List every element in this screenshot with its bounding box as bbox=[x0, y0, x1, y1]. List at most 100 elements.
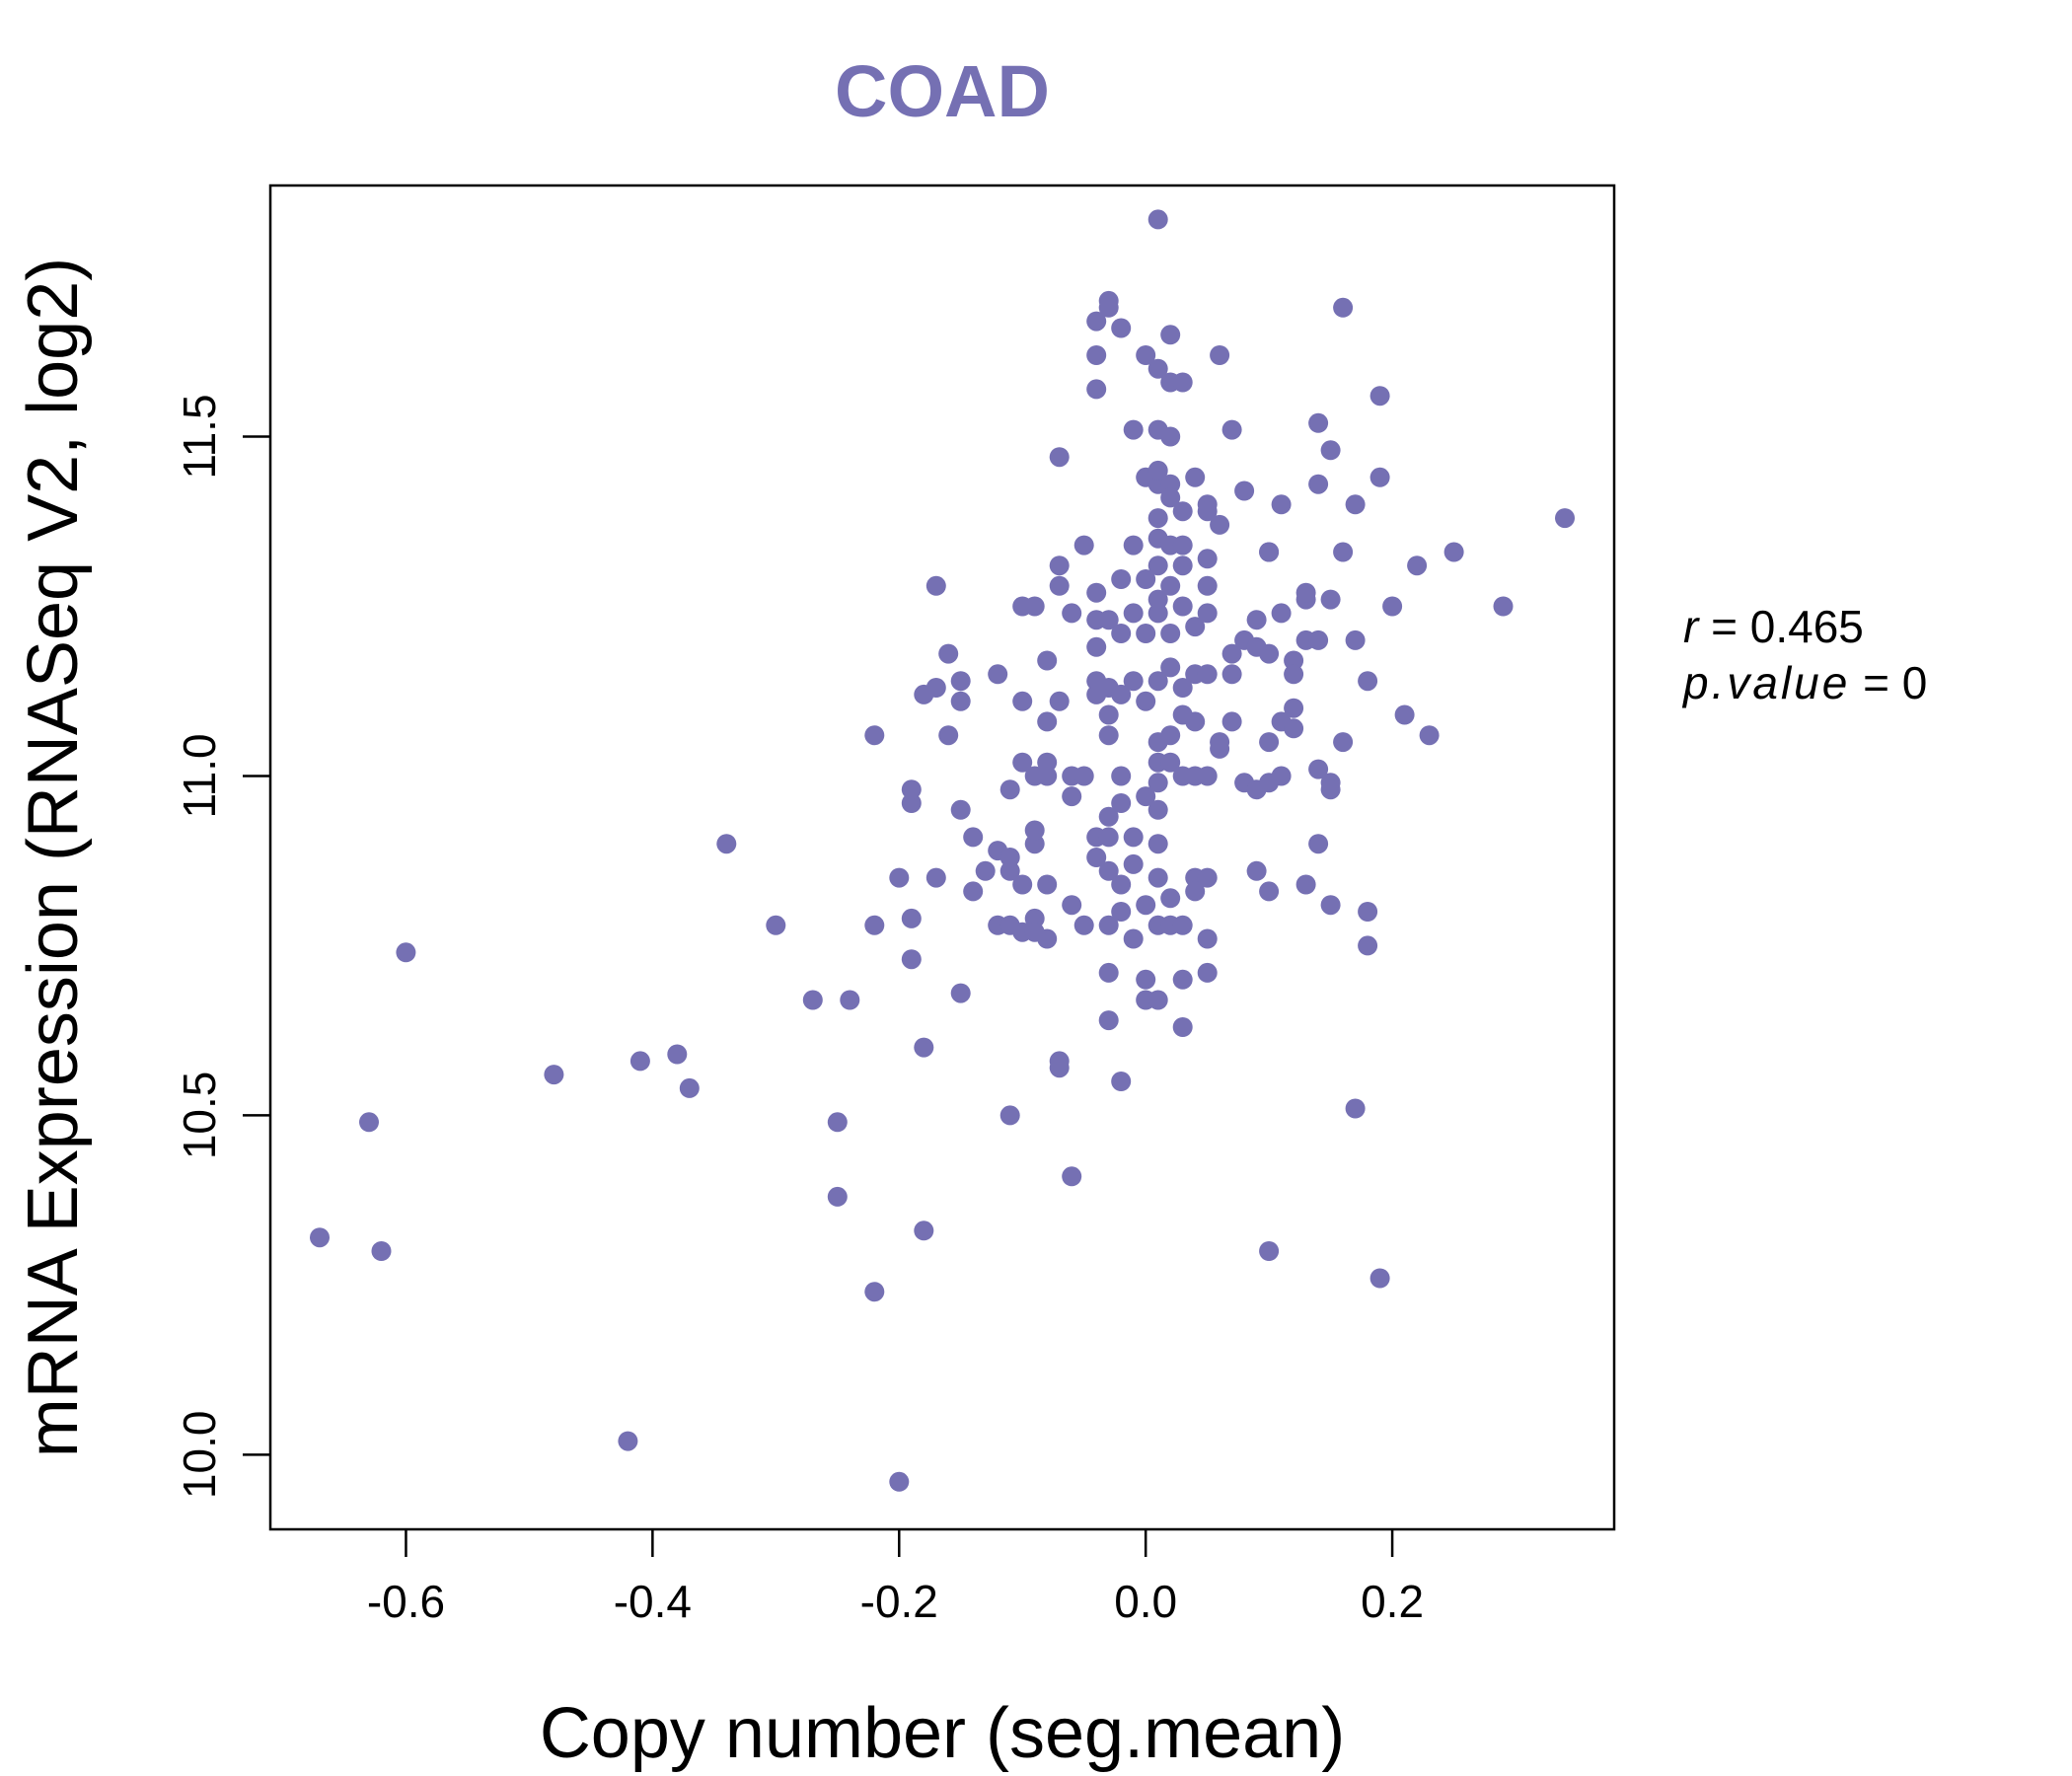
data-point-68 bbox=[1049, 1051, 1070, 1072]
data-point-229 bbox=[1333, 542, 1354, 562]
data-point-238 bbox=[1369, 467, 1390, 487]
data-point-157 bbox=[1172, 501, 1193, 522]
data-point-131 bbox=[1147, 773, 1168, 793]
data-point-99 bbox=[1098, 610, 1119, 630]
y-axis-label: mRNA Expression (RNASeq V2, log2) bbox=[14, 258, 93, 1457]
data-point-35 bbox=[963, 827, 984, 848]
data-point-63 bbox=[1049, 691, 1070, 711]
data-points bbox=[310, 209, 1575, 1492]
data-point-239 bbox=[1369, 386, 1390, 407]
data-point-108 bbox=[1111, 624, 1132, 643]
data-point-55 bbox=[1024, 820, 1045, 841]
data-point-47 bbox=[1012, 691, 1033, 711]
data-point-95 bbox=[1098, 806, 1119, 827]
p-value: 0 bbox=[1902, 657, 1928, 708]
data-point-247 bbox=[1555, 508, 1575, 529]
data-point-102 bbox=[1111, 902, 1132, 922]
data-point-142 bbox=[1147, 508, 1168, 529]
data-point-6 bbox=[629, 1051, 650, 1072]
data-point-181 bbox=[1197, 549, 1218, 569]
data-point-243 bbox=[1407, 555, 1428, 576]
data-point-149 bbox=[1160, 624, 1181, 643]
data-point-29 bbox=[925, 867, 946, 888]
data-point-163 bbox=[1172, 915, 1193, 935]
data-point-94 bbox=[1098, 827, 1119, 848]
data-point-150 bbox=[1160, 657, 1181, 678]
data-point-9 bbox=[716, 834, 737, 854]
data-point-59 bbox=[1037, 650, 1058, 671]
data-point-27 bbox=[925, 678, 946, 698]
plot-frame bbox=[268, 184, 1616, 1531]
data-point-89 bbox=[1098, 297, 1119, 318]
data-point-109 bbox=[1123, 535, 1144, 555]
data-point-25 bbox=[914, 1037, 934, 1058]
data-point-177 bbox=[1197, 766, 1218, 786]
data-point-66 bbox=[1049, 447, 1070, 468]
data-point-110 bbox=[1123, 671, 1144, 692]
r-equals: = bbox=[1698, 601, 1749, 652]
data-point-186 bbox=[1210, 345, 1230, 365]
data-point-112 bbox=[1123, 853, 1144, 874]
data-point-240 bbox=[1369, 1268, 1390, 1289]
data-point-60 bbox=[1037, 928, 1058, 949]
data-point-200 bbox=[1259, 643, 1280, 664]
p-label: p.value bbox=[1681, 657, 1850, 708]
r-label: r bbox=[1683, 601, 1700, 652]
data-point-129 bbox=[1147, 671, 1168, 692]
data-point-218 bbox=[1295, 874, 1316, 895]
data-point-207 bbox=[1271, 603, 1292, 624]
data-point-8 bbox=[679, 1077, 700, 1098]
data-point-164 bbox=[1172, 969, 1193, 990]
data-point-119 bbox=[1136, 624, 1156, 643]
data-point-232 bbox=[1345, 629, 1366, 650]
data-point-64 bbox=[1049, 575, 1070, 596]
data-point-15 bbox=[864, 1282, 885, 1302]
data-point-206 bbox=[1259, 542, 1280, 562]
data-point-105 bbox=[1111, 766, 1132, 786]
data-point-137 bbox=[1147, 834, 1168, 854]
data-point-214 bbox=[1284, 664, 1304, 685]
data-point-204 bbox=[1259, 1241, 1280, 1261]
data-point-85 bbox=[1086, 379, 1107, 400]
data-point-104 bbox=[1111, 793, 1132, 813]
data-point-190 bbox=[1221, 711, 1242, 732]
data-point-70 bbox=[1062, 895, 1082, 916]
data-point-185 bbox=[1210, 514, 1230, 535]
data-point-153 bbox=[1160, 888, 1181, 909]
data-point-135 bbox=[1147, 867, 1168, 888]
data-point-31 bbox=[938, 643, 959, 664]
data-point-0 bbox=[310, 1227, 330, 1248]
data-point-141 bbox=[1147, 460, 1168, 481]
data-point-242 bbox=[1394, 704, 1415, 725]
data-point-103 bbox=[1111, 874, 1132, 895]
x-axis: -0.6 -0.4 -0.2 0.0 0.2 bbox=[367, 1529, 1424, 1627]
data-point-16 bbox=[864, 915, 885, 935]
data-point-236 bbox=[1358, 902, 1378, 922]
data-point-114 bbox=[1123, 603, 1144, 624]
data-point-44 bbox=[999, 848, 1020, 867]
data-point-233 bbox=[1345, 494, 1366, 515]
data-point-170 bbox=[1185, 711, 1206, 732]
data-point-166 bbox=[1172, 372, 1193, 393]
x-axis-label: Copy number (seg.mean) bbox=[540, 1694, 1345, 1773]
data-point-148 bbox=[1160, 575, 1181, 596]
data-point-106 bbox=[1111, 1072, 1132, 1091]
y-axis: 10.0 10.5 11.0 11.5 bbox=[174, 394, 270, 1499]
data-point-168 bbox=[1185, 467, 1206, 487]
data-point-18 bbox=[889, 1471, 910, 1492]
data-point-156 bbox=[1160, 487, 1181, 508]
data-point-138 bbox=[1147, 799, 1168, 820]
data-point-139 bbox=[1147, 589, 1168, 610]
data-point-120 bbox=[1136, 786, 1156, 807]
data-point-146 bbox=[1160, 474, 1181, 494]
data-point-183 bbox=[1197, 962, 1218, 983]
data-point-14 bbox=[827, 1186, 848, 1207]
data-point-91 bbox=[1098, 962, 1119, 983]
data-point-41 bbox=[988, 664, 1008, 685]
data-point-165 bbox=[1172, 1017, 1193, 1037]
data-point-182 bbox=[1197, 867, 1218, 888]
data-point-3 bbox=[396, 942, 416, 963]
data-point-167 bbox=[1172, 535, 1193, 555]
